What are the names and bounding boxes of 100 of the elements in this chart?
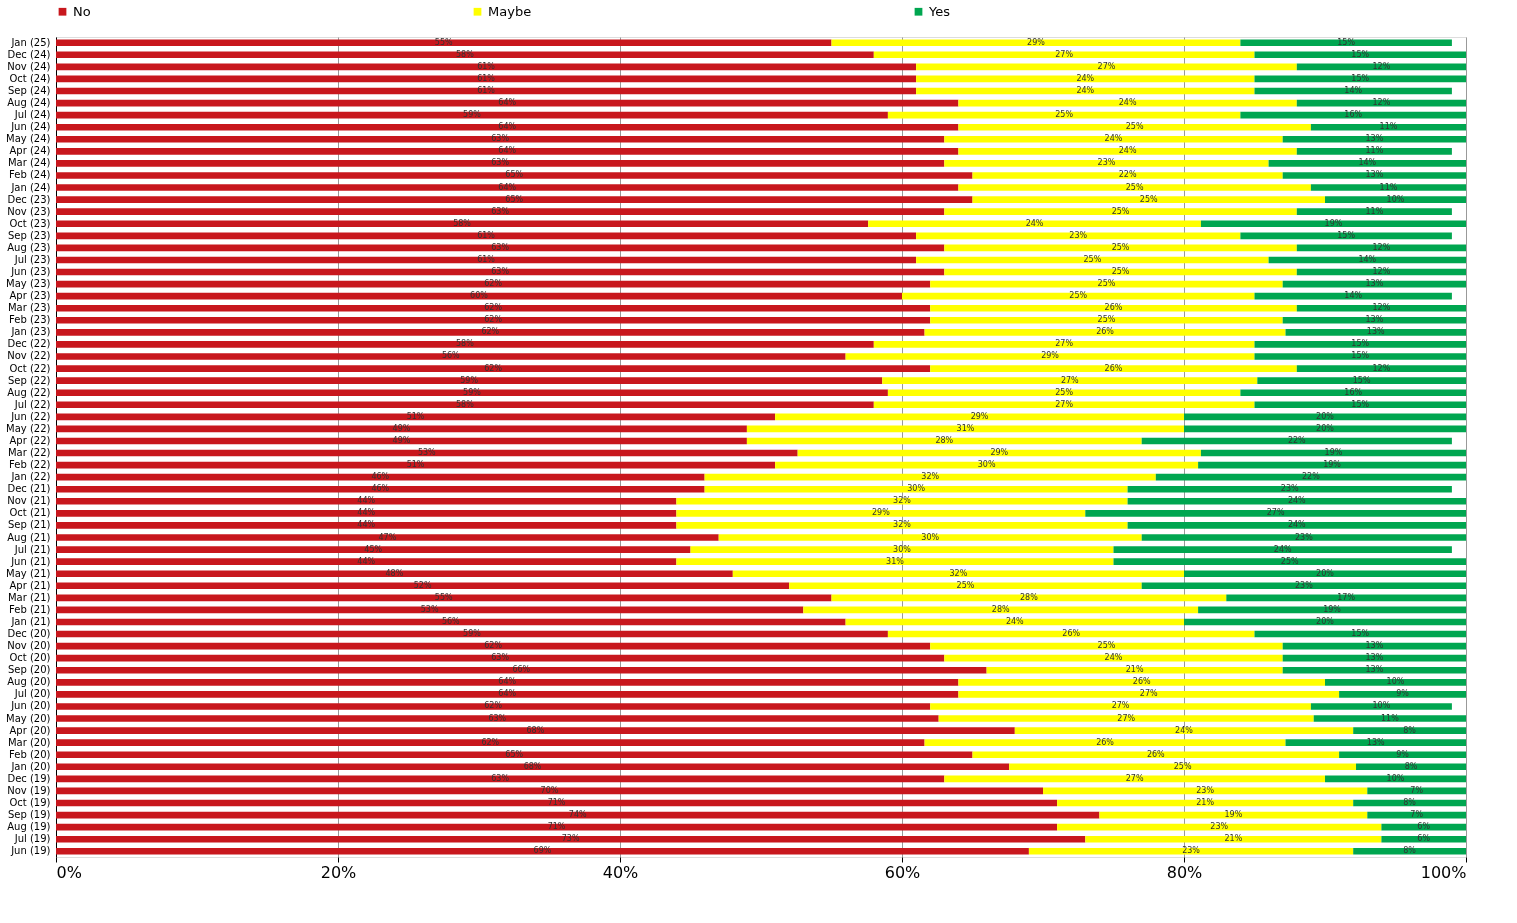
data-label: 52% [413, 580, 432, 590]
data-label: 25% [956, 580, 975, 590]
data-label: 26% [1096, 737, 1115, 747]
data-label: 61% [477, 86, 496, 95]
data-label: 27% [1055, 399, 1074, 409]
data-label: 45% [364, 544, 383, 554]
data-label: 65% [505, 749, 524, 759]
data-label: 32% [949, 568, 968, 578]
data-label: 12% [1372, 98, 1391, 108]
data-label: 13% [1365, 279, 1384, 289]
y-tick-label: Dec (19) [7, 772, 51, 784]
y-tick-label: Jul (21) [13, 543, 51, 555]
data-label: 63% [491, 158, 510, 168]
data-label: 49% [392, 423, 411, 433]
data-label: 7% [1410, 785, 1424, 795]
data-label: 13% [1365, 134, 1384, 144]
data-label: 64% [498, 122, 517, 132]
data-label: 12% [1372, 242, 1391, 252]
data-label: 13% [1365, 665, 1384, 675]
y-tick-label: Jan (20) [10, 760, 51, 772]
y-tick-label: Jan (24) [10, 181, 51, 193]
y-tick-label: Dec (23) [7, 193, 51, 205]
y-tick-label: Dec (20) [7, 628, 51, 640]
data-label: 31% [956, 423, 975, 433]
y-tick-label: Mar (21) [7, 591, 51, 603]
data-label: 27% [1266, 508, 1285, 518]
data-label: 71% [547, 798, 566, 807]
y-tick-label: Sep (20) [7, 664, 51, 676]
data-label: 48% [385, 568, 404, 578]
data-label: 14% [1358, 254, 1377, 264]
data-label: 44% [357, 496, 376, 506]
y-tick-label: Dec (22) [7, 338, 51, 350]
data-label: 62% [484, 363, 503, 373]
data-label: 30% [893, 544, 912, 554]
data-label: 15% [1337, 230, 1356, 240]
y-tick-label: Dec (24) [7, 48, 51, 60]
data-label: 44% [357, 520, 376, 530]
data-label: 23% [1069, 230, 1088, 240]
data-label: 53% [420, 604, 439, 614]
data-label: 15% [1351, 629, 1370, 639]
y-tick-label: Oct (21) [9, 507, 51, 519]
data-label: 21% [1125, 665, 1144, 675]
data-label: 27% [1097, 61, 1116, 71]
y-tick-label: May (21) [6, 567, 51, 579]
y-tick-label: Sep (22) [7, 374, 51, 386]
data-label: 13% [1366, 737, 1386, 747]
data-label: 8% [1404, 761, 1418, 771]
data-label: 24% [1104, 134, 1123, 144]
data-label: 25% [1055, 387, 1074, 397]
y-tick-label: Jun (20) [10, 700, 51, 712]
data-label: 63% [491, 206, 510, 216]
x-tick-label: 40% [602, 862, 639, 882]
data-label: 11% [1379, 122, 1398, 132]
y-tick-label: Sep (23) [7, 229, 51, 241]
y-tick-label: Aug (19) [7, 821, 51, 833]
data-label: 51% [406, 460, 425, 470]
data-label: 7% [1410, 810, 1424, 820]
data-label: 10% [1386, 194, 1405, 204]
data-label: 30% [907, 484, 926, 494]
data-label: 68% [526, 725, 545, 735]
data-label: 24% [1076, 73, 1095, 83]
data-label: 9% [1396, 689, 1410, 699]
y-tick-label: Jan (22) [10, 471, 51, 483]
data-label: 24% [1118, 146, 1137, 156]
data-label: 62% [481, 737, 500, 747]
y-tick-label: May (23) [6, 278, 51, 290]
data-label: 19% [1323, 604, 1342, 614]
data-label: 24% [1273, 544, 1292, 554]
data-label: 13% [1366, 327, 1386, 337]
data-label: 15% [1351, 73, 1370, 83]
y-tick-label: May (24) [6, 133, 51, 145]
y-tick-label: Jul (23) [13, 253, 51, 265]
data-label: 25% [1097, 641, 1116, 651]
y-tick-label: Jan (25) [10, 36, 51, 48]
data-label: 65% [505, 194, 524, 204]
data-label: 8% [1403, 846, 1417, 856]
data-label: 20% [1316, 411, 1335, 421]
data-label: 61% [477, 230, 496, 240]
data-label: 11% [1380, 713, 1400, 723]
data-label: 32% [893, 496, 912, 506]
data-label: 11% [1379, 182, 1398, 192]
data-label: 29% [970, 411, 989, 421]
data-label: 15% [1351, 339, 1370, 349]
data-label: 27% [1055, 49, 1074, 59]
data-label: 25% [1125, 182, 1144, 192]
data-label: 29% [990, 448, 1009, 458]
y-tick-label: Jan (23) [10, 326, 51, 338]
y-tick-label: Aug (23) [7, 241, 51, 253]
data-label: 27% [1117, 713, 1136, 723]
data-label: 53% [417, 448, 437, 458]
data-label: 11% [1365, 146, 1384, 156]
data-label: 10% [1372, 701, 1391, 711]
data-label: 25% [1055, 110, 1074, 120]
data-label: 27% [1125, 773, 1144, 783]
x-tick-label: 60% [884, 862, 921, 882]
y-tick-label: Oct (22) [9, 362, 51, 374]
y-tick-label: Jun (22) [10, 410, 51, 422]
data-label: 30% [977, 460, 996, 470]
data-label: 63% [491, 242, 510, 252]
data-label: 46% [371, 472, 390, 482]
